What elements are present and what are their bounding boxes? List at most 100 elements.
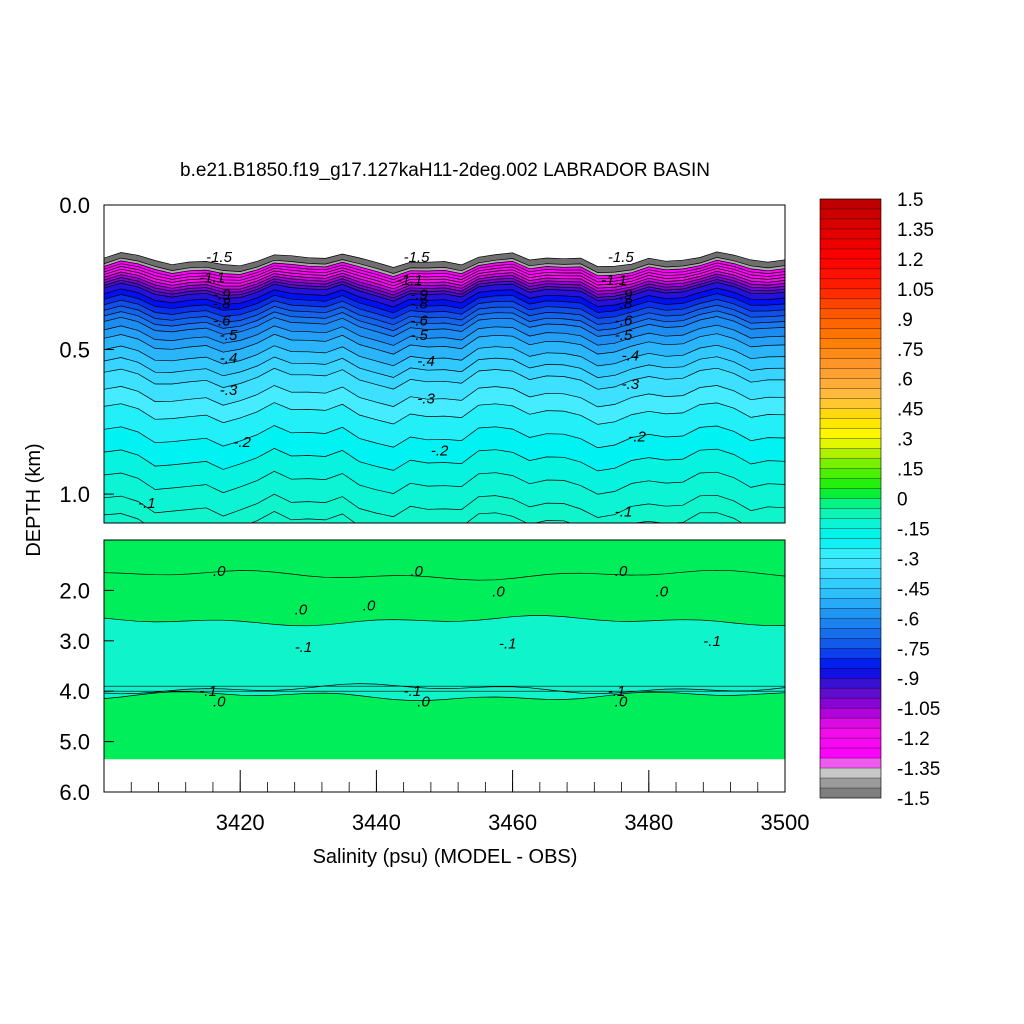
- contour-label: .0: [417, 693, 430, 710]
- colorbar-box: [820, 238, 881, 250]
- colorbar-box: [820, 328, 881, 340]
- colorbar-label: -.75: [897, 639, 930, 660]
- colorbar-box: [820, 678, 881, 689]
- colorbar-box: [820, 688, 881, 699]
- contour-label: .0: [363, 598, 376, 615]
- top-band: [104, 276, 785, 298]
- contour-line: [104, 262, 785, 280]
- colorbar-box: [820, 308, 881, 320]
- colorbar-box: [820, 438, 881, 449]
- colorbar-box: [820, 528, 881, 539]
- colorbar-label: .9: [897, 310, 913, 331]
- colorbar-box: [820, 408, 881, 419]
- contour-line: [104, 333, 785, 355]
- contour-line: [104, 569, 785, 581]
- contour-label: -1.5: [608, 249, 635, 266]
- contour-line: [104, 257, 785, 274]
- top-band: [104, 345, 785, 378]
- contour-line: [104, 493, 785, 518]
- contour-label: -.1: [199, 683, 217, 700]
- contour-line: [104, 385, 785, 408]
- contour-line: [104, 281, 785, 302]
- colorbar-box: [820, 738, 881, 749]
- contour-line: [104, 270, 785, 290]
- contour-line: [104, 259, 785, 277]
- top-panel: [103, 204, 786, 524]
- contour-label: -.6: [213, 313, 231, 330]
- colorbar-box: [820, 698, 881, 709]
- contour-line: [104, 304, 785, 326]
- chart-title: b.e21.B1850.f19_g17.127kaH11-2deg.002 LA…: [180, 160, 710, 181]
- contour-label: -.1: [703, 633, 721, 650]
- contour-line: [104, 287, 785, 308]
- contour-line: [104, 356, 785, 378]
- contour-label: -.3: [220, 382, 238, 399]
- contour-label: -.5: [220, 327, 238, 344]
- x-tick-label: 3500: [761, 810, 810, 835]
- contour-label: .0: [295, 602, 308, 619]
- colorbar-box: [820, 578, 881, 589]
- top-band: [104, 288, 785, 313]
- colorbar-box: [820, 228, 881, 240]
- top-band: [104, 257, 785, 277]
- top-band: [104, 333, 785, 366]
- colorbar-box: [820, 268, 881, 280]
- y-tick-label: 4.0: [59, 679, 90, 704]
- top-band: [104, 425, 785, 471]
- colorbar-box: [820, 658, 881, 669]
- contour-label: -.1: [404, 683, 422, 700]
- top-band: [104, 325, 785, 355]
- contour-label: -.2: [431, 443, 449, 460]
- colorbar-box: [820, 618, 881, 629]
- bottom-band: [104, 570, 785, 626]
- colorbar-box: [820, 318, 881, 330]
- colorbar-box: [820, 199, 881, 210]
- colorbar-box: [820, 418, 881, 429]
- contour-line: [104, 324, 785, 346]
- top-band: [104, 260, 785, 280]
- contour-label: -.4: [417, 353, 435, 370]
- contour-label: .0: [656, 583, 669, 600]
- colorbar-box: [820, 468, 881, 479]
- colorbar-box: [820, 568, 881, 579]
- bottom-band: [104, 691, 785, 760]
- contour-line: [104, 310, 785, 332]
- colorbar-box: [820, 498, 881, 509]
- y-tick-label: 2.0: [59, 578, 90, 603]
- colorbar-box: [820, 338, 881, 350]
- colorbar-box: [820, 348, 881, 360]
- contour-line: [104, 470, 785, 495]
- colorbar-frame: [819, 198, 882, 799]
- colorbar-label: 1.2: [897, 250, 923, 271]
- colorbar-box: [820, 558, 881, 569]
- colorbar-label: .6: [897, 370, 913, 391]
- colorbar-box: [820, 248, 881, 260]
- contour-label: -.8: [410, 295, 428, 312]
- colorbar-box: [820, 768, 881, 779]
- contour-label: -1.1: [199, 269, 225, 286]
- colorbar-box: [820, 638, 881, 649]
- colorbar-box: [820, 278, 881, 290]
- colorbar-box: [820, 778, 881, 789]
- contour-label: -.5: [410, 327, 428, 344]
- colorbar-box: [820, 538, 881, 549]
- colorbar-label: 1.5: [897, 190, 923, 211]
- contour-label: .0: [492, 583, 505, 600]
- y-tick-label: 0.0: [59, 193, 90, 218]
- x-tick-label: 3420: [216, 810, 265, 835]
- colorbar-box: [820, 788, 881, 799]
- contour-line: [104, 402, 785, 425]
- contour-label: -.9: [410, 287, 428, 304]
- top-band: [104, 471, 785, 518]
- colorbar-label: 1.35: [897, 220, 934, 241]
- colorbar-box: [820, 598, 881, 609]
- colorbar-label: -1.05: [897, 699, 940, 720]
- top-band: [104, 271, 785, 292]
- colorbar: 1.5 1.35 1.2 1.05 .9 .75 .6 .45 .3 .15 0 -.15 -.3 -.4…: [819, 190, 940, 810]
- colorbar-box: [820, 358, 881, 370]
- top-band: [104, 251, 785, 274]
- colorbar-label: .45: [897, 400, 923, 421]
- colorbar-label: .15: [897, 460, 923, 481]
- top-band: [104, 402, 785, 448]
